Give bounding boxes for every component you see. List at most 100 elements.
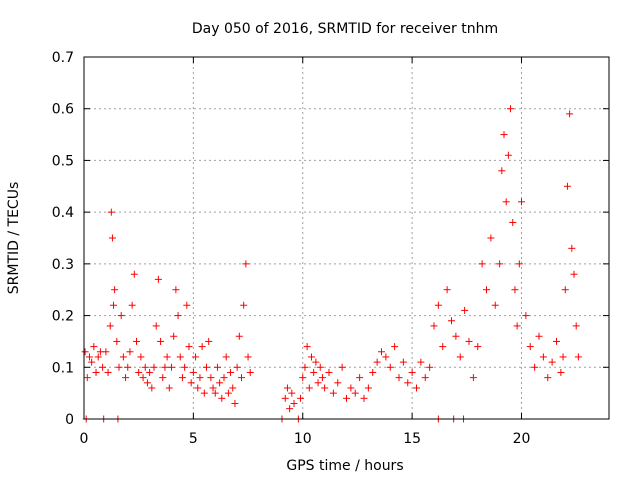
data-point	[391, 343, 399, 351]
data-point	[513, 322, 521, 330]
data-point	[198, 343, 206, 351]
data-point	[196, 374, 204, 382]
data-point	[139, 374, 147, 382]
data-point	[174, 312, 182, 320]
data-point	[456, 353, 464, 361]
data-point	[240, 301, 248, 309]
data-point	[338, 363, 346, 371]
data-point	[122, 374, 130, 382]
data-point	[364, 384, 372, 392]
data-point	[135, 368, 143, 376]
data-point	[434, 301, 442, 309]
chart-title: Day 050 of 2016, SRMTID for receiver tnh…	[192, 21, 498, 37]
data-point	[491, 301, 499, 309]
data-point	[183, 301, 191, 309]
data-point	[205, 337, 213, 345]
data-point	[244, 353, 252, 361]
data-point	[548, 358, 556, 366]
data-point	[113, 337, 121, 345]
data-point	[430, 322, 438, 330]
data-point	[561, 286, 569, 294]
plot-frame	[83, 56, 610, 420]
y-tick-label: 0.6	[52, 102, 74, 118]
data-point	[165, 384, 173, 392]
data-points	[81, 105, 582, 423]
data-point	[224, 389, 232, 397]
data-point	[531, 363, 539, 371]
data-point	[305, 384, 313, 392]
data-point	[448, 317, 455, 325]
data-point	[408, 368, 416, 376]
data-point	[88, 358, 96, 366]
data-point	[395, 374, 403, 382]
axis-ticks: 0 5 10 15 20 0 0.1 0.2 0.3 0.4 0.5 0.6 0.7	[52, 50, 609, 447]
data-point	[194, 384, 202, 392]
data-point	[568, 244, 576, 252]
data-point	[318, 374, 326, 382]
data-point	[316, 363, 324, 371]
data-point	[417, 358, 425, 366]
data-point	[487, 234, 495, 242]
data-point	[288, 389, 296, 397]
data-point	[83, 374, 91, 382]
data-point	[426, 363, 434, 371]
data-point	[141, 363, 149, 371]
data-point	[351, 389, 359, 397]
data-point	[90, 343, 98, 351]
data-point	[570, 270, 578, 278]
data-point	[386, 363, 394, 371]
data-point	[312, 358, 320, 366]
data-point	[347, 384, 355, 392]
data-point	[461, 306, 469, 314]
data-point	[128, 301, 136, 309]
data-point	[465, 337, 473, 345]
data-point	[507, 105, 515, 113]
data-point	[299, 374, 307, 382]
data-point	[242, 260, 250, 268]
data-point	[301, 363, 309, 371]
data-point	[220, 374, 228, 382]
data-point	[161, 363, 169, 371]
data-point	[478, 260, 486, 268]
data-point	[213, 363, 221, 371]
data-point	[321, 384, 329, 392]
data-point	[511, 286, 519, 294]
data-point	[81, 348, 89, 356]
data-point	[229, 384, 237, 392]
data-point	[192, 353, 200, 361]
data-point	[566, 110, 574, 118]
data-point	[187, 379, 195, 387]
data-point	[211, 389, 219, 397]
data-point	[500, 131, 508, 139]
data-point	[170, 332, 178, 340]
x-tick-label: 0	[80, 431, 89, 447]
data-point	[231, 399, 239, 407]
data-point	[452, 332, 460, 340]
data-point	[574, 353, 582, 361]
data-point	[399, 358, 407, 366]
y-tick-label: 0.4	[52, 205, 74, 221]
data-point	[222, 353, 230, 361]
data-point	[111, 286, 119, 294]
data-point	[308, 353, 315, 361]
data-point	[178, 374, 186, 382]
data-point	[303, 343, 311, 351]
data-point	[421, 374, 429, 382]
data-point	[469, 374, 477, 382]
data-point	[504, 151, 512, 159]
data-point	[382, 353, 390, 361]
data-point	[181, 363, 189, 371]
data-point	[235, 332, 243, 340]
data-point	[115, 363, 123, 371]
data-point	[443, 286, 451, 294]
y-tick-label: 0	[65, 412, 74, 428]
data-point	[106, 322, 114, 330]
y-tick-label: 0.7	[52, 50, 74, 66]
data-point	[310, 368, 318, 376]
x-tick-label: 15	[403, 431, 421, 447]
data-point	[246, 368, 254, 376]
data-point	[474, 343, 482, 351]
data-point	[207, 374, 215, 382]
data-point	[502, 198, 510, 206]
